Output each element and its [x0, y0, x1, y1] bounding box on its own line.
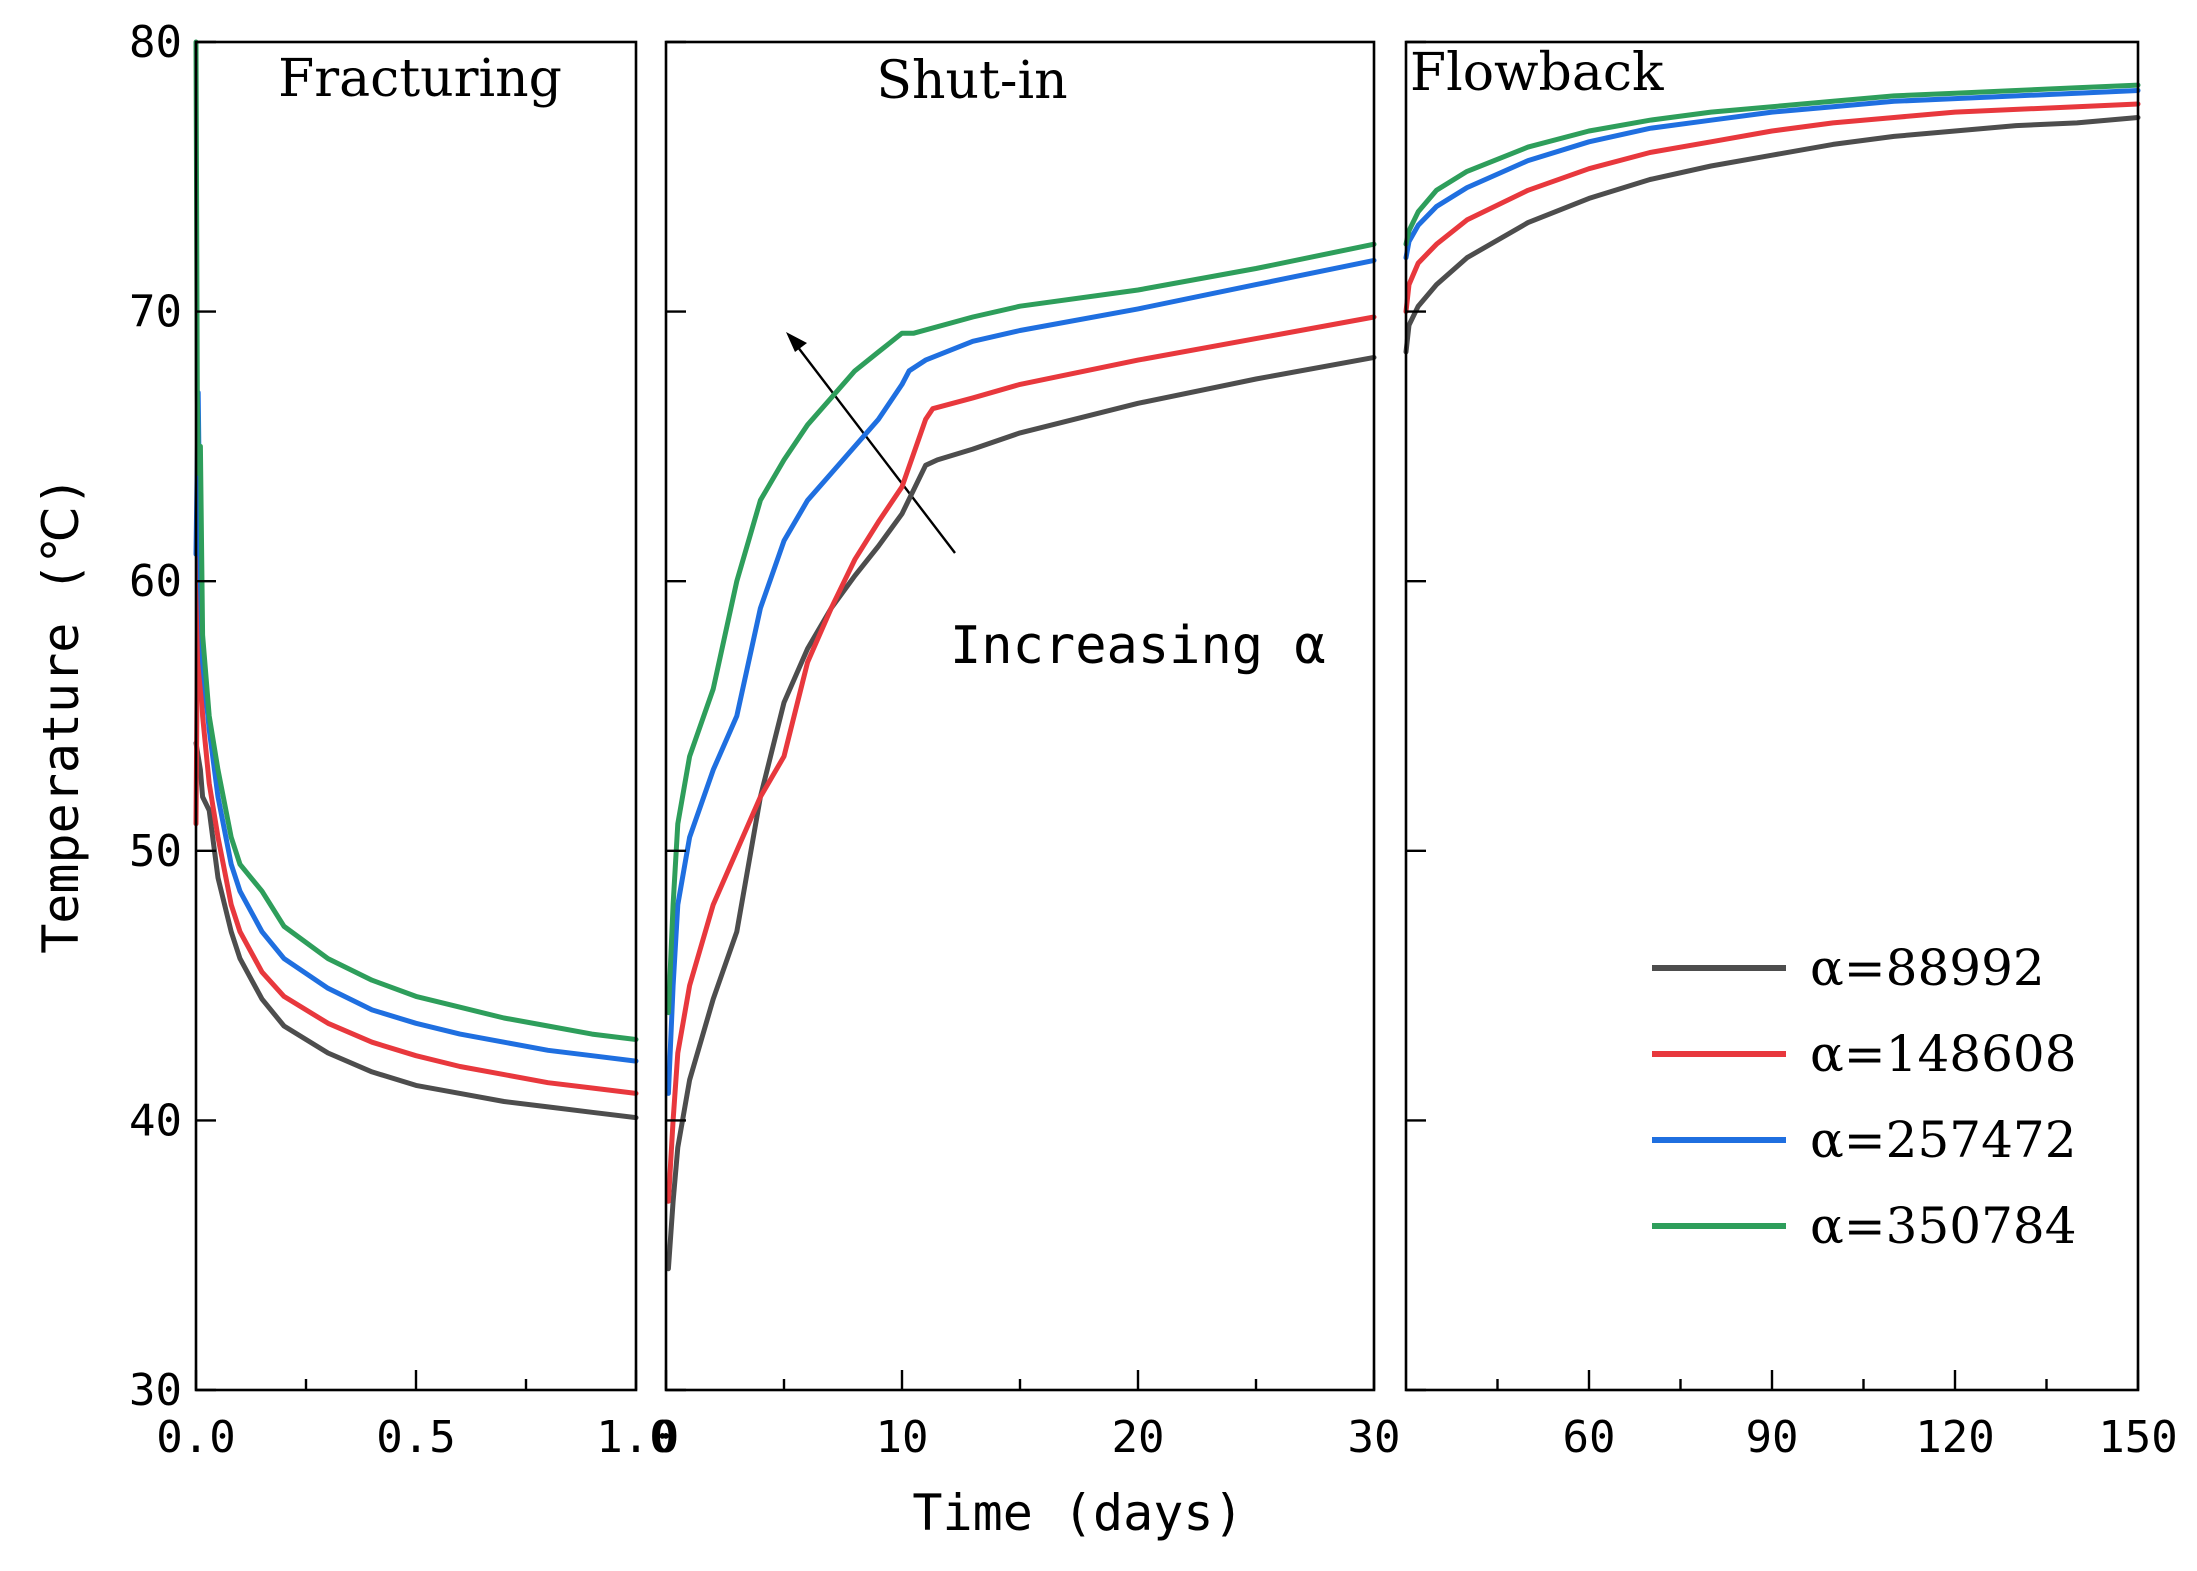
increasing-alpha-label: Increasing α [950, 616, 1326, 676]
series-line-panel1-1 [665, 354, 1377, 1272]
x-tick-label: 120 [1915, 1412, 1994, 1463]
x-tick-label: 0 [653, 1412, 680, 1463]
panel-flowback: Flowback 60 90 120 150 [1403, 40, 2178, 1463]
x-tick-label: 0.5 [376, 1412, 455, 1463]
x-tick-label: 60 [1563, 1412, 1616, 1463]
series-line-panel2-4 [1403, 82, 2141, 247]
plot-frame [194, 40, 638, 1392]
series-line-panel1-4 [665, 241, 1377, 1016]
y-tick-label: 50 [129, 826, 182, 877]
y-tick-label: 70 [129, 287, 182, 338]
y-tick-label: 60 [129, 556, 182, 607]
series-line-panel0-3 [193, 390, 639, 1064]
legend-label: α=257472 [1810, 1111, 2077, 1169]
series-line-panel1-3 [665, 257, 1377, 1096]
series-line-panel2-1 [1403, 115, 2141, 355]
series-line-panel2-3 [1403, 88, 2141, 261]
y-tick-label: 30 [129, 1365, 182, 1416]
series-line-panel0-4 [193, 39, 639, 1042]
x-tick-label: 90 [1746, 1412, 1799, 1463]
y-tick-label: 80 [129, 17, 182, 68]
panel-title-flowback: Flowback [1410, 43, 1664, 103]
series-line-panel0-1 [193, 740, 639, 1121]
legend-label: α=148608 [1810, 1025, 2077, 1083]
series-line-panel2-2 [1403, 101, 2141, 315]
legend-label: α=350784 [1810, 1197, 2077, 1255]
panel-title-shut-in: Shut-in [876, 51, 1067, 111]
x-tick-label: 1.0 [596, 1412, 675, 1463]
y-axis-title: Temperature (℃) [32, 476, 90, 954]
panel-fracturing: Fracturing 30 40 50 60 70 80 0.0 0.5 1.0 [129, 17, 676, 1463]
plot-frame [1404, 40, 2140, 1392]
arrowhead-icon [786, 332, 807, 352]
series-line-panel1-2 [665, 314, 1377, 1204]
y-tick-label: 40 [129, 1095, 182, 1146]
legend: α=88992 α=148608 α=257472 α=350784 [1652, 939, 2077, 1255]
series-line-panel0-2 [193, 538, 639, 1096]
legend-label: α=88992 [1810, 939, 2045, 997]
x-tick-label: 150 [2098, 1412, 2177, 1463]
plot-frame [664, 40, 1376, 1392]
x-tick-label: 10 [876, 1412, 929, 1463]
increasing-alpha-arrow [793, 341, 956, 554]
x-tick-label: 0.0 [156, 1412, 235, 1463]
x-tick-label: 20 [1112, 1412, 1165, 1463]
panel-title-fracturing: Fracturing [278, 49, 562, 109]
x-axis-title: Time (days) [912, 1484, 1243, 1542]
x-tick-label: 30 [1348, 1412, 1401, 1463]
panel-shut-in: Shut-in Increasing α 0 10 20 30 [653, 40, 1401, 1463]
